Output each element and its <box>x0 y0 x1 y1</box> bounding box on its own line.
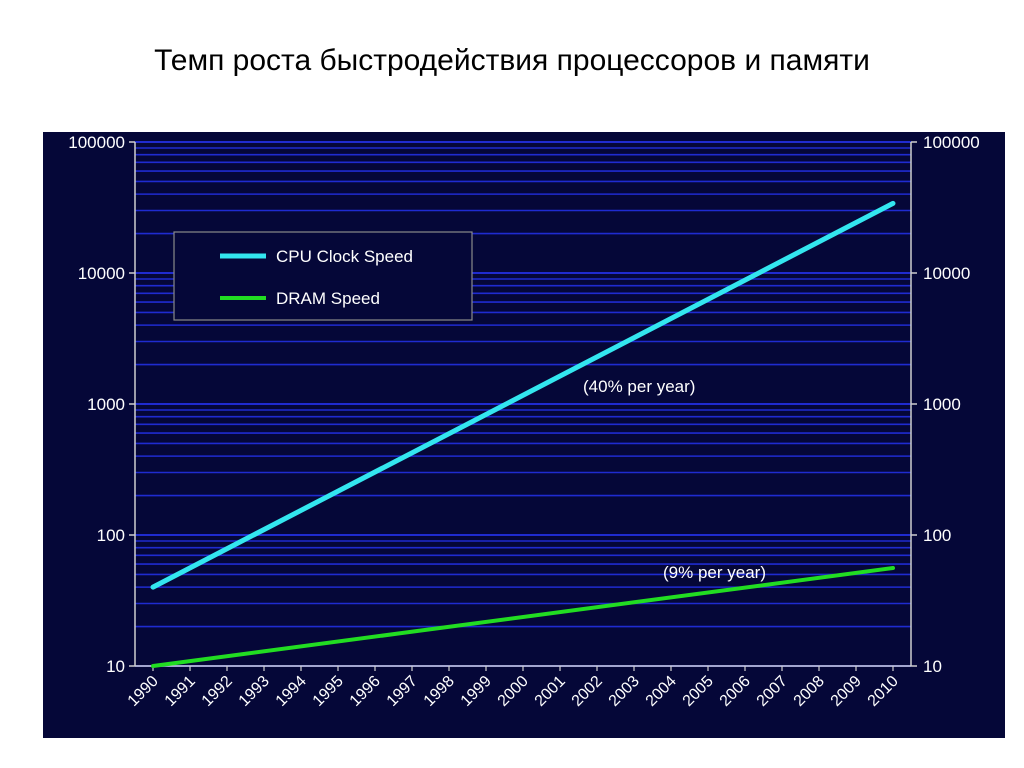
x-tick-label: 1995 <box>310 673 347 710</box>
y-tick-label-left: 1000 <box>87 395 125 414</box>
x-tick-label: 2007 <box>754 673 791 710</box>
y-tick-label-right: 100 <box>923 526 951 545</box>
legend-box <box>173 231 473 321</box>
x-tick-label: 1993 <box>236 673 273 710</box>
gridlines <box>135 141 911 667</box>
x-tick-label: 2000 <box>495 673 532 710</box>
x-tick-label: 2005 <box>680 673 717 710</box>
x-tick-label: 1994 <box>273 673 310 710</box>
y-tick-label-right: 10 <box>923 657 942 676</box>
x-tick-label: 1998 <box>421 673 458 710</box>
y-tick-label-left: 100000 <box>68 133 125 152</box>
x-tick-label: 1996 <box>347 673 384 710</box>
dram-speed-line <box>151 565 895 668</box>
x-tick-label: 2002 <box>569 673 606 710</box>
x-tick-label: 2001 <box>532 673 569 710</box>
x-tick-label: 2004 <box>643 673 680 710</box>
x-tick-label: 1990 <box>125 673 162 710</box>
y-tick-label-left: 100 <box>97 526 125 545</box>
y-tick-label-right: 100000 <box>923 133 980 152</box>
legend-label: DRAM Speed <box>276 289 380 308</box>
y-tick-label-right: 1000 <box>923 395 961 414</box>
y-tick-label-left: 10 <box>106 657 125 676</box>
x-tick-label: 2006 <box>717 673 754 710</box>
axes: 10 10 100 100 1000 1000 10000 10000 100000 100000… <box>68 133 979 710</box>
legend-label: CPU Clock Speed <box>276 247 413 266</box>
y-tick-label-right: 10000 <box>923 264 970 283</box>
chart-panel: 10 10 100 100 1000 1000 10000 10000 100000 100000… <box>43 132 1005 738</box>
annotation-label: (9% per year) <box>663 563 766 582</box>
cpu-clock-speed-line <box>150 200 896 590</box>
chart-svg: 10 10 100 100 1000 1000 10000 10000 100000 100000… <box>68 133 979 710</box>
x-tick-label: 2008 <box>791 673 828 710</box>
x-tick-label: 2009 <box>828 673 865 710</box>
x-tick-label: 1991 <box>162 673 199 710</box>
x-tick-label: 1999 <box>458 673 495 710</box>
annotations: (40% per year) (9% per year) <box>583 377 766 582</box>
x-tick-label: 1992 <box>199 673 236 710</box>
x-tick-label: 1997 <box>384 673 421 710</box>
x-tick-label: 2010 <box>865 673 902 710</box>
x-tick-label: 2003 <box>606 673 643 710</box>
y-tick-label-left: 10000 <box>78 264 125 283</box>
series-lines <box>150 200 896 668</box>
annotation-label: (40% per year) <box>583 377 695 396</box>
slide-title: Темп роста быстродействия процессоров и … <box>154 44 870 77</box>
legend: CPU Clock Speed DRAM Speed <box>173 231 473 321</box>
